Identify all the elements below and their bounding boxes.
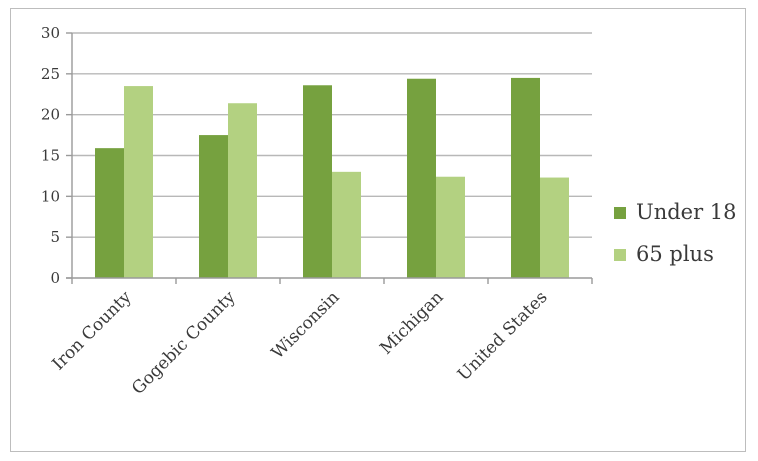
x-category-label: Wisconsin xyxy=(268,287,344,363)
x-category-label: Iron County xyxy=(49,287,136,374)
x-category-label: United States xyxy=(454,287,552,385)
legend-label-65-plus: 65 plus xyxy=(636,242,714,266)
bar-michigan-under-18 xyxy=(407,78,436,278)
y-tick-labels: 0 5 10 15 20 25 30 xyxy=(41,24,60,287)
axes xyxy=(66,33,593,284)
bar-iron-county-65-plus xyxy=(124,86,153,278)
y-tick-label: 10 xyxy=(41,187,60,205)
y-tick-label: 30 xyxy=(41,24,60,42)
legend-swatch-65-plus xyxy=(614,249,626,261)
x-category-label: Gogebic County xyxy=(128,287,240,399)
bar-gogebic-county-under-18 xyxy=(199,135,228,278)
legend-label-under-18: Under 18 xyxy=(636,200,737,224)
legend: Under 18 65 plus xyxy=(614,200,737,266)
y-tick-label: 0 xyxy=(50,269,60,287)
bar-united-states-65-plus xyxy=(540,177,569,278)
bar-wisconsin-65-plus xyxy=(332,171,361,278)
bar-wisconsin-under-18 xyxy=(303,85,332,279)
x-category-label: Michigan xyxy=(376,287,447,358)
bar-united-states-under-18 xyxy=(511,77,540,279)
y-tick-label: 20 xyxy=(41,106,60,124)
bar-michigan-65-plus xyxy=(436,176,465,278)
bar-gogebic-county-65-plus xyxy=(228,103,257,278)
y-tick-label: 25 xyxy=(41,65,60,83)
legend-swatch-under-18 xyxy=(614,207,626,219)
bar-iron-county-under-18 xyxy=(95,148,124,278)
y-tick-label: 5 xyxy=(50,228,60,246)
bars xyxy=(95,77,569,279)
y-tick-label: 15 xyxy=(41,147,60,165)
